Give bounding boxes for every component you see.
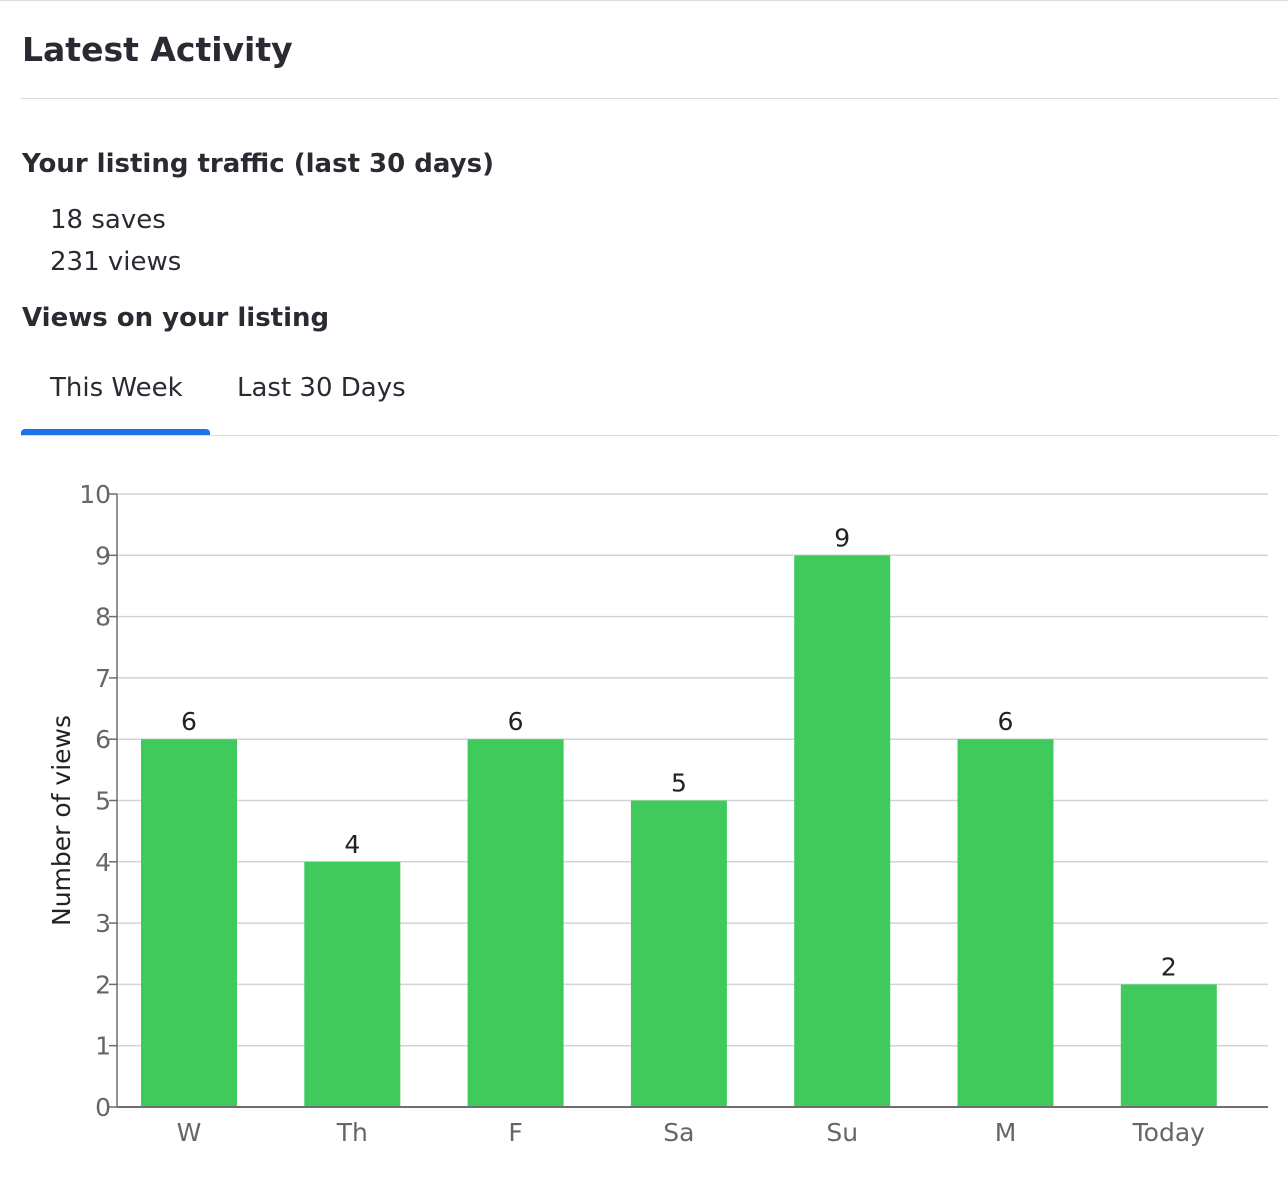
y-tick-label: 6	[95, 725, 111, 754]
y-tick-label: 10	[79, 480, 111, 509]
section-divider	[21, 98, 1278, 99]
y-tick-label: 1	[95, 1032, 111, 1061]
bar	[467, 739, 564, 1107]
tab-last-30-days[interactable]: Last 30 Days	[237, 370, 406, 406]
bar-value-label: 2	[1161, 952, 1177, 981]
x-tick-label: W	[177, 1118, 202, 1147]
x-tick-label: Sa	[663, 1118, 694, 1147]
y-tick-label: 0	[95, 1093, 111, 1122]
bar	[141, 739, 237, 1107]
top-rule	[0, 0, 1288, 1]
active-tab-indicator	[21, 429, 210, 435]
bar	[630, 800, 727, 1107]
views-tabs: This Week Last 30 Days	[21, 356, 1278, 437]
x-tick-label: Su	[826, 1118, 858, 1147]
views-count: 231 views	[50, 247, 182, 277]
section-title: Latest Activity	[22, 30, 293, 69]
y-tick-label: 8	[95, 603, 111, 632]
bar-value-label: 6	[508, 707, 524, 736]
bar	[304, 861, 401, 1107]
saves-count: 18 saves	[50, 205, 166, 235]
y-tick-label: 9	[95, 541, 111, 570]
x-tick-label: F	[508, 1118, 522, 1147]
y-axis-label: Number of views	[47, 715, 76, 926]
grid-lines	[117, 493, 1268, 1047]
x-tick-label: Th	[336, 1118, 368, 1147]
bar-value-label: 6	[181, 707, 197, 736]
tabs-divider	[21, 435, 1278, 436]
bars	[141, 555, 1217, 1107]
bar	[794, 555, 891, 1107]
views-bar-chart: 0 1 2 3 4 5 6 7 8 9 10 W Th F Sa Su M Today 6 4 6 5 9 6 2 Numbe…	[47, 480, 1268, 1147]
y-tick-label: 2	[95, 970, 111, 999]
y-tick-label: 3	[95, 909, 111, 938]
traffic-heading: Your listing traffic (last 30 days)	[22, 149, 494, 179]
bar-value-label: 5	[671, 769, 687, 798]
data-labels: 6 4 6 5 9 6 2	[181, 523, 1177, 981]
y-tick-label: 5	[95, 787, 111, 816]
bar	[1120, 984, 1217, 1107]
bar-value-label: 4	[344, 830, 360, 859]
tab-this-week[interactable]: This Week	[50, 370, 183, 406]
y-tick-label: 7	[95, 664, 111, 693]
x-tick-label: M	[995, 1118, 1017, 1147]
bar-value-label: 6	[998, 707, 1014, 736]
axes: 0 1 2 3 4 5 6 7 8 9 10 W Th F Sa Su M Today	[79, 480, 1268, 1147]
bar-value-label: 9	[834, 523, 850, 552]
views-heading: Views on your listing	[22, 303, 330, 333]
x-tick-label: Today	[1132, 1118, 1206, 1147]
bar	[957, 739, 1054, 1107]
y-tick-label: 4	[95, 848, 111, 877]
